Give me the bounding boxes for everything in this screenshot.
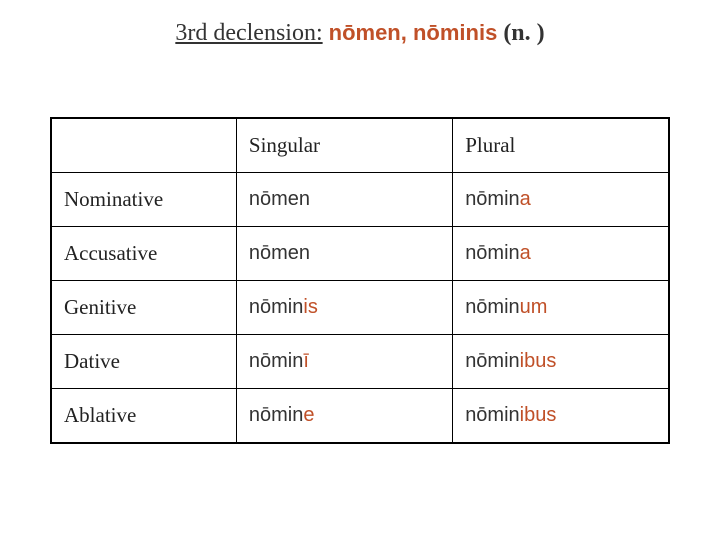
form-ending: um: [520, 296, 548, 318]
empty-corner: [51, 118, 236, 173]
col-singular: Singular: [236, 118, 452, 173]
singular-form: nōmen: [236, 227, 452, 281]
form-ending: e: [303, 404, 314, 426]
plural-form: nōminum: [453, 281, 669, 335]
form-ending: a: [520, 188, 531, 210]
title-word: nōmen, nōminis: [329, 20, 498, 45]
form-stem: nōmin: [465, 404, 519, 426]
singular-form: nōminis: [236, 281, 452, 335]
declension-table: Singular Plural Nominative nōmen nōmina …: [50, 117, 670, 444]
table-row: Nominative nōmen nōmina: [51, 173, 669, 227]
page-title: 3rd declension: nōmen, nōminis (n. ): [50, 20, 670, 47]
table-row: Dative nōminī nōminibus: [51, 335, 669, 389]
table-row: Genitive nōminis nōminum: [51, 281, 669, 335]
table-row: Accusative nōmen nōmina: [51, 227, 669, 281]
plural-form: nōminibus: [453, 335, 669, 389]
form-stem: nōmin: [249, 350, 303, 372]
form-ending: ibus: [520, 404, 557, 426]
form-ending: ī: [303, 350, 309, 372]
title-prefix: 3rd declension:: [175, 20, 322, 46]
col-plural: Plural: [453, 118, 669, 173]
page-container: 3rd declension: nōmen, nōminis (n. ) Sin…: [0, 0, 720, 444]
form-stem: nōmen: [249, 188, 310, 210]
case-label: Accusative: [51, 227, 236, 281]
case-label: Nominative: [51, 173, 236, 227]
singular-form: nōmine: [236, 389, 452, 444]
form-stem: nōmen: [249, 242, 310, 264]
case-label: Ablative: [51, 389, 236, 444]
form-stem: nōmin: [465, 296, 519, 318]
table-header-row: Singular Plural: [51, 118, 669, 173]
form-stem: nōmin: [249, 404, 303, 426]
plural-form: nōmina: [453, 227, 669, 281]
form-ending: ibus: [520, 350, 557, 372]
case-label: Dative: [51, 335, 236, 389]
form-stem: nōmin: [465, 188, 519, 210]
form-ending: is: [303, 296, 317, 318]
title-gender: (n. ): [503, 20, 544, 46]
plural-form: nōmina: [453, 173, 669, 227]
form-stem: nōmin: [465, 242, 519, 264]
form-ending: a: [520, 242, 531, 264]
form-stem: nōmin: [249, 296, 303, 318]
table-row: Ablative nōmine nōminibus: [51, 389, 669, 444]
form-stem: nōmin: [465, 350, 519, 372]
singular-form: nōminī: [236, 335, 452, 389]
case-label: Genitive: [51, 281, 236, 335]
singular-form: nōmen: [236, 173, 452, 227]
plural-form: nōminibus: [453, 389, 669, 444]
